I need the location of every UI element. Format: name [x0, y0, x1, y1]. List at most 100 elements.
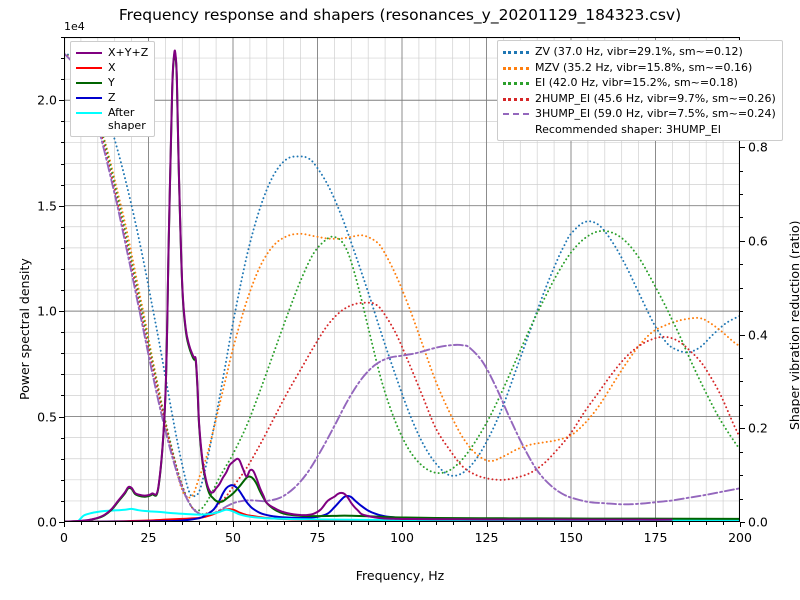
tick-mark [300, 522, 302, 525]
tick-mark [351, 522, 353, 525]
tick-mark [59, 522, 64, 523]
tick-mark [199, 522, 201, 525]
y-tick-label-left-2: 1.0 [37, 303, 57, 319]
tick-mark [655, 522, 657, 527]
y-tick-label-right-0: 0.0 [748, 514, 768, 530]
series-zv [64, 52, 740, 498]
legend-swatch-line [76, 91, 102, 104]
tick-mark [61, 121, 64, 123]
legend-item-2hump_ei[interactable]: 2HUMP_EI (45.6 Hz, vibr=9.7%, sm~=0.26) [503, 92, 776, 108]
tick-mark [61, 226, 64, 228]
legend-swatch-line [503, 92, 529, 105]
tick-mark [61, 500, 64, 502]
legend-item-label: After shaper [108, 106, 146, 132]
tick-mark [740, 217, 743, 219]
axes-frame [64, 37, 740, 522]
tick-mark [706, 522, 708, 525]
legend-shapers: ZV (37.0 Hz, vibr=29.1%, sm~=0.12) MZV (3… [497, 40, 783, 141]
tick-mark [740, 147, 745, 149]
series-x-y-z [64, 49, 673, 522]
tick-mark [61, 395, 64, 397]
tick-mark [571, 522, 572, 527]
series-after-shaper [64, 507, 740, 522]
y-axis-label-right: Shaper vibration reduction (ratio) [787, 220, 800, 430]
legend-swatch-line [76, 76, 102, 89]
legend-item-mzv[interactable]: MZV (35.2 Hz, vibr=15.8%, sm~=0.16) [503, 61, 776, 77]
legend-item-ei[interactable]: EI (42.0 Hz, vibr=15.2%, sm~=0.18) [503, 76, 776, 92]
tick-mark [740, 522, 741, 527]
tick-mark [64, 522, 65, 527]
legend-swatch-line [503, 61, 529, 74]
tick-mark [59, 100, 64, 102]
tick-mark [233, 522, 234, 527]
x-tick-label-175: 175 [643, 530, 668, 545]
legend-item-after-shaper[interactable]: After shaper [76, 106, 148, 132]
tick-mark [249, 522, 251, 525]
legend-swatch-line [503, 76, 529, 89]
legend-item-label: ZV (37.0 Hz, vibr=29.1%, sm~=0.12) [535, 45, 743, 58]
shaper-curves [64, 52, 740, 516]
tick-mark [61, 247, 64, 249]
tick-mark [61, 353, 64, 355]
tick-mark [216, 522, 218, 525]
legend-item-z[interactable]: Z [76, 91, 148, 106]
tick-mark [740, 193, 743, 195]
tick-mark [740, 498, 743, 500]
tick-mark [61, 37, 64, 38]
tick-mark [740, 287, 743, 289]
tick-mark [638, 522, 640, 525]
tick-mark [61, 437, 64, 439]
legend-item-label: Z [108, 91, 116, 104]
legend-swatch-line [503, 107, 529, 120]
y-tick-label-right-1: 0.2 [748, 420, 768, 436]
tick-mark [740, 311, 743, 313]
y-tick-label-left-0: 0.0 [37, 514, 57, 530]
tick-mark [148, 522, 150, 527]
tick-mark [61, 268, 64, 270]
recommended-shaper-note: Recommended shaper: 3HUMP_EI [535, 122, 721, 136]
legend-item-label: MZV (35.2 Hz, vibr=15.8%, sm~=0.16) [535, 60, 753, 74]
x-tick-label-25: 25 [140, 530, 157, 545]
tick-mark [61, 479, 64, 481]
x-tick-label-75: 75 [309, 530, 326, 545]
series-3hump_ei [64, 52, 740, 516]
legend-swatch-line [76, 46, 102, 59]
tick-mark [114, 522, 116, 525]
tick-mark [317, 522, 319, 527]
tick-mark [59, 205, 64, 207]
tick-mark [266, 522, 268, 525]
tick-mark [554, 522, 556, 525]
x-tick-label-100: 100 [390, 530, 414, 545]
y-tick-label-right-3: 0.6 [748, 233, 768, 249]
legend-item-x[interactable]: X [76, 61, 148, 76]
tick-mark [283, 522, 285, 525]
tick-mark [61, 290, 64, 292]
legend-item-label: X+Y+Z [108, 46, 149, 59]
tick-mark [61, 184, 64, 186]
x-tick-label-0: 0 [60, 530, 68, 545]
legend-item-y[interactable]: Y [76, 76, 148, 91]
y-tick-label-left-4: 2.0 [37, 92, 57, 108]
legend-swatch-line [76, 61, 102, 74]
tick-mark [503, 522, 505, 525]
tick-mark [486, 522, 488, 527]
tick-mark [61, 58, 64, 60]
tick-mark [587, 522, 589, 525]
legend-item-label: X [108, 61, 116, 74]
tick-mark [61, 374, 64, 376]
x-tick-label-150: 150 [559, 530, 583, 545]
series-mzv [64, 52, 740, 499]
tick-mark [520, 522, 522, 525]
y-tick-label-left-1: 0.5 [37, 409, 57, 425]
legend-item-label: Y [108, 76, 115, 89]
legend-item-x-y-z[interactable]: X+Y+Z [76, 46, 148, 61]
chart-title: Frequency response and shapers (resonanc… [118, 6, 682, 24]
tick-mark [537, 522, 539, 525]
tick-mark [61, 332, 64, 334]
psd-curves [64, 49, 740, 522]
tick-mark [97, 522, 99, 525]
legend-item-zv[interactable]: ZV (37.0 Hz, vibr=29.1%, sm~=0.12) [503, 45, 776, 61]
legend-item-3hump_ei[interactable]: 3HUMP_EI (59.0 Hz, vibr=7.5%, sm~=0.24) [503, 107, 776, 123]
tick-mark [385, 522, 387, 525]
tick-mark [740, 475, 743, 477]
